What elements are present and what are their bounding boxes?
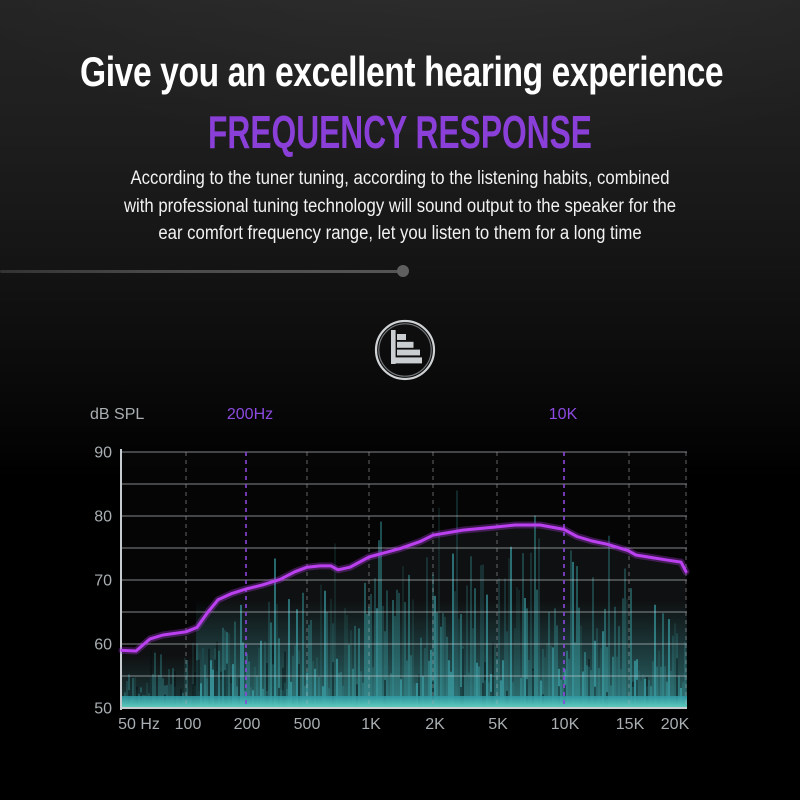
page-title: Give you an excellent hearing experience	[80, 48, 724, 95]
annotation-200hz-label: 200Hz	[227, 406, 273, 423]
icon-ring-inner	[378, 323, 432, 377]
y-tick-label: 50	[94, 701, 112, 718]
bar-stairs-equalizer-icon	[374, 319, 436, 381]
spectrum-glow	[196, 600, 687, 708]
response-curve	[120, 523, 688, 653]
y-tick-label: 60	[94, 637, 112, 654]
x-tick-label: 15K	[616, 716, 645, 733]
x-tick-label: 1K	[361, 716, 381, 733]
chart-plot: 90 80 70 60 50 50 Hz 100 200 500 1K 2K 5K 10K 15K 20K	[94, 445, 689, 734]
x-tick-label: 2K	[425, 716, 445, 733]
divider-line	[0, 270, 399, 273]
y-axis-unit-label: dB SPL	[90, 406, 144, 423]
icon-stairs-glyph	[391, 330, 422, 364]
x-tick-label: 10K	[551, 716, 580, 733]
spectrum-bottom-band	[122, 696, 687, 708]
divider-dot	[397, 265, 409, 277]
x-tick-label: 20K	[661, 716, 690, 733]
x-tick-label: 500	[294, 716, 321, 733]
x-tick-label: 5K	[488, 716, 508, 733]
y-tick-label: 90	[94, 445, 112, 462]
x-tick-label: 200	[234, 716, 261, 733]
description-text: According to the tuner tuning, according…	[48, 165, 752, 248]
y-tick-label: 70	[94, 573, 112, 590]
y-tick-label: 80	[94, 509, 112, 526]
section-subtitle: FREQUENCY RESPONSE	[208, 106, 592, 158]
description-line: According to the tuner tuning, according…	[130, 168, 670, 189]
annotation-10k-label: 10K	[549, 406, 578, 423]
x-tick-label: 50 Hz	[118, 716, 160, 733]
description-line: ear comfort frequency range, let you lis…	[158, 223, 642, 244]
x-tick-label: 100	[175, 716, 202, 733]
description-line: with professional tuning technology will…	[123, 195, 677, 217]
icon-ring-outer	[374, 319, 436, 381]
